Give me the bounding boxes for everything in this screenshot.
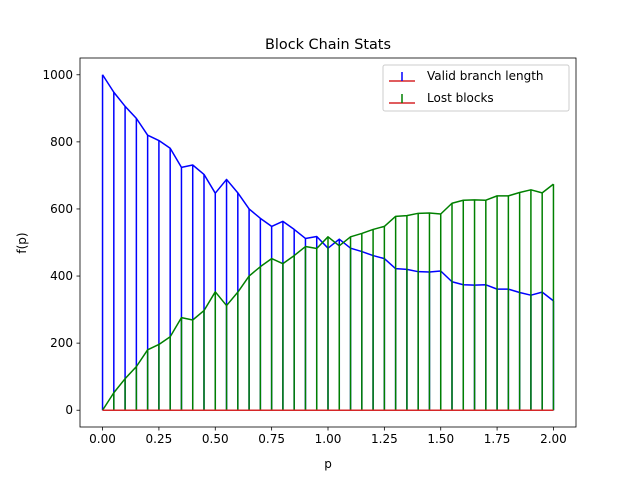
legend-entry-2: Lost blocks — [389, 91, 494, 105]
legend-label: Lost blocks — [427, 91, 494, 105]
y-tick-label: 200 — [50, 336, 73, 350]
legend: Valid branch length Lost blocks — [382, 64, 570, 112]
x-tick-label: 0.25 — [146, 432, 173, 446]
x-tick-label: 1.75 — [484, 432, 511, 446]
x-axis: 0.00 0.25 0.50 0.75 1.00 1.25 1.50 1.75 2.00 — [89, 427, 567, 446]
x-tick-label: 1.25 — [371, 432, 398, 446]
series-line — [101, 183, 554, 411]
y-tick-label: 800 — [50, 135, 73, 149]
x-tick-label: 1.50 — [427, 432, 454, 446]
legend-label: Valid branch length — [427, 69, 544, 83]
x-tick-label: 2.00 — [540, 432, 567, 446]
y-tick-label: 600 — [50, 202, 73, 216]
x-tick-label: 0.75 — [258, 432, 285, 446]
y-axis-label: f(p) — [15, 232, 29, 253]
y-tick-label: 1000 — [42, 68, 73, 82]
plot-area — [101, 74, 555, 411]
chart-title: Block Chain Stats — [265, 37, 391, 53]
series-2 — [101, 183, 555, 411]
x-axis-label: p — [324, 457, 332, 471]
y-axis: 0 200 400 600 800 1000 — [42, 68, 80, 417]
legend-frame — [382, 64, 570, 112]
y-tick-label: 400 — [50, 269, 73, 283]
y-tick-label: 0 — [65, 403, 73, 417]
legend-entry-1: Valid branch length — [389, 69, 544, 83]
x-tick-label: 0.00 — [89, 432, 116, 446]
x-tick-label: 0.50 — [202, 432, 229, 446]
x-tick-label: 1.00 — [315, 432, 342, 446]
